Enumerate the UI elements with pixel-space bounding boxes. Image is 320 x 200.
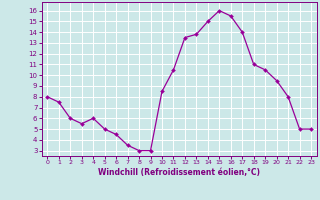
X-axis label: Windchill (Refroidissement éolien,°C): Windchill (Refroidissement éolien,°C): [98, 168, 260, 177]
